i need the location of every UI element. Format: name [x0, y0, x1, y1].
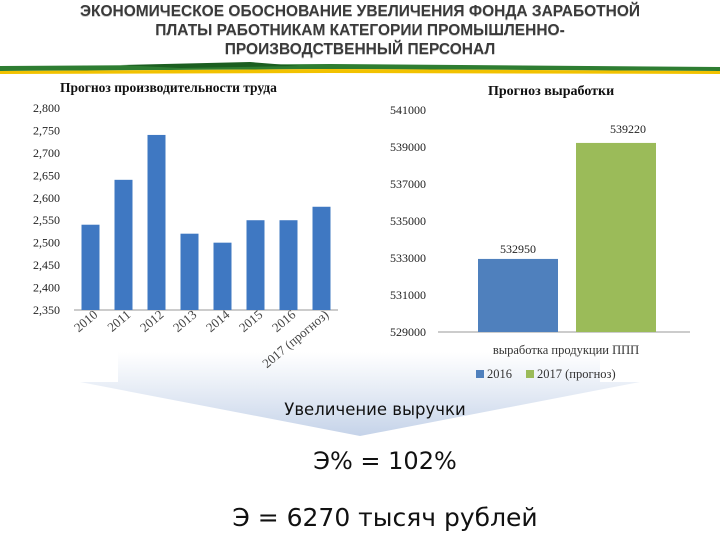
- legend-label: 2016: [487, 367, 512, 381]
- left-ytick-label: 2,500: [33, 236, 60, 250]
- left-ytick-label: 2,550: [33, 213, 60, 227]
- left-ytick-label: 2,350: [33, 303, 60, 317]
- efficiency-absolute: Э = 6270 тысяч рублей: [232, 503, 538, 532]
- productivity-bar: [114, 179, 133, 310]
- right-chart-title: Прогноз выработки: [488, 84, 615, 99]
- productivity-bar: [180, 233, 199, 310]
- right-ytick-label: 531000: [390, 288, 426, 302]
- output-bar: [576, 142, 656, 332]
- productivity-bar: [312, 206, 331, 310]
- right-ytick-label: 533000: [390, 251, 426, 265]
- right-ytick-label: 541000: [390, 103, 426, 117]
- output-bar: [478, 258, 558, 332]
- title-line-2: ПЛАТЫ РАБОТНИКАМ КАТЕГОРИИ ПРОМЫШЛЕННО-: [155, 22, 565, 39]
- revenue-heading: Увеличение выручки: [284, 400, 466, 419]
- left-ytick-label: 2,650: [33, 168, 60, 182]
- left-ytick-label: 2,450: [33, 258, 60, 272]
- right-xtick-label: выработка продукции ППП: [493, 343, 639, 357]
- left-ytick-label: 2,750: [33, 123, 60, 137]
- legend-swatch: [526, 370, 534, 378]
- down-arrow-shape: [80, 352, 640, 436]
- right-ytick-label: 537000: [390, 177, 426, 191]
- left-chart-title: Прогноз производительности труда: [60, 80, 277, 95]
- right-ytick-label: 539000: [390, 140, 426, 154]
- slide-title: ЭКОНОМИЧЕСКОЕ ОБОСНОВАНИЕ УВЕЛИЧЕНИЯ ФОН…: [10, 2, 710, 59]
- legend-swatch: [476, 370, 484, 378]
- left-ytick-label: 2,600: [33, 191, 60, 205]
- productivity-bar: [246, 220, 265, 310]
- output-bar-data-label: 532950: [500, 242, 536, 256]
- right-ytick-label: 529000: [390, 325, 426, 339]
- output-bar-data-label: 539220: [610, 122, 646, 136]
- legend-label: 2017 (прогноз): [537, 367, 616, 381]
- efficiency-percent: Э% = 102%: [313, 447, 457, 475]
- productivity-bar: [279, 220, 298, 310]
- left-ytick-label: 2,700: [33, 146, 60, 160]
- left-ytick-label: 2,800: [33, 101, 60, 115]
- title-line-1: ЭКОНОМИЧЕСКОЕ ОБОСНОВАНИЕ УВЕЛИЧЕНИЯ ФОН…: [79, 3, 641, 20]
- right-ytick-label: 535000: [390, 214, 426, 228]
- productivity-bar: [81, 224, 100, 310]
- productivity-bar: [213, 242, 232, 310]
- productivity-bar: [147, 134, 166, 310]
- decorative-stripe: [0, 62, 720, 74]
- left-ytick-label: 2,400: [33, 281, 60, 295]
- title-line-3: ПРОИЗВОДСТВЕННЫЙ ПЕРСОНАЛ: [224, 41, 496, 58]
